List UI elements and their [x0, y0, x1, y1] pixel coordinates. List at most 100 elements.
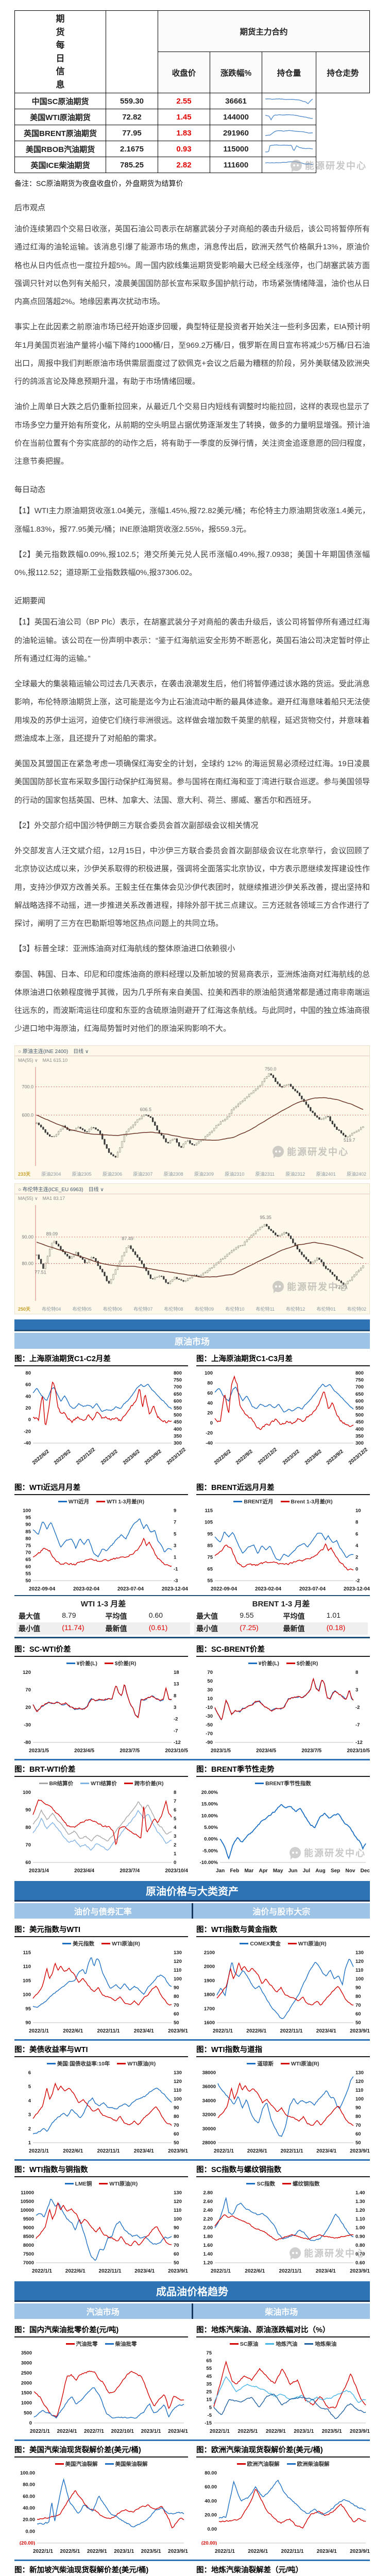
open-interest: 144000 [210, 109, 262, 125]
svg-text:100: 100 [174, 2096, 182, 2102]
ma-label: MA(55) ∨ MA1 83.17 [15, 1194, 369, 1202]
svg-text:50: 50 [207, 1679, 213, 1684]
svg-text:80: 80 [355, 1994, 361, 1999]
subsection-bonds-fx: 油价与债券汇率 [14, 1903, 192, 1919]
svg-text:130: 130 [174, 1950, 182, 1956]
svg-text:3: 3 [28, 2112, 31, 2117]
svg-text:10: 10 [355, 1508, 361, 1514]
svg-text:87.49: 87.49 [122, 1236, 133, 1241]
svg-text:450: 450 [355, 1419, 364, 1425]
svg-text:-7: -7 [174, 1728, 178, 1734]
svg-text:-20: -20 [206, 1430, 213, 1436]
chart-plot: 20.00%15.00%10.00%5.00%0.00%-5.00%-10.00… [196, 1788, 370, 1865]
svg-text:80.00: 80.00 [22, 1261, 33, 1266]
chart-legend: ¥价差(L)$价差(R) [196, 1659, 370, 1667]
svg-text:0.00: 0.00 [208, 2526, 217, 2532]
svg-text:120: 120 [355, 2079, 364, 2084]
svg-text:3000: 3000 [21, 2360, 32, 2366]
legend-swatch [117, 2063, 126, 2064]
svg-text:80: 80 [174, 2234, 179, 2240]
subsection-gasoline: 汽油市场 [14, 2303, 192, 2319]
chart-legend: ¥价差(L)$价差(R) [14, 1659, 188, 1667]
section-title-refined: 成品油价格趋势 [14, 2281, 370, 2302]
chart-title: 图：地炼汽柴油、原油涨跌幅对比（%） [196, 2324, 370, 2337]
svg-text:75: 75 [25, 1543, 31, 1549]
legend-swatch [240, 1943, 248, 1944]
svg-text:110: 110 [174, 2088, 181, 2093]
svg-text:25: 25 [206, 2389, 212, 2395]
svg-text:40.00: 40.00 [205, 2498, 217, 2504]
svg-text:-10.00%: -10.00% [200, 1860, 218, 1865]
svg-text:85: 85 [207, 1543, 213, 1549]
svg-text:110: 110 [174, 2208, 181, 2213]
svg-text:105: 105 [23, 1978, 31, 1984]
svg-text:70: 70 [355, 2003, 361, 2008]
contract-name: 美国RBOB汽油期货 [15, 141, 106, 157]
svg-text:60: 60 [25, 1564, 31, 1569]
chart-title: 图：BRENT近远月月差 [196, 1482, 370, 1495]
change-percent: 1.83 [158, 125, 210, 141]
svg-text:1500: 1500 [21, 2390, 32, 2396]
candle-chart-header[interactable]: ○ 原油主连(INE 2400) 日线 ∨ [18, 1047, 89, 1055]
svg-text:70: 70 [174, 2003, 179, 2008]
chart-title: 图：欧洲汽柴油现货裂解价差(美元/桶) [196, 2444, 370, 2458]
contract-name: 英国BRENT原油期货 [15, 125, 106, 141]
svg-text:-3: -3 [174, 1578, 178, 1583]
legend-swatch [282, 2183, 291, 2184]
svg-text:50: 50 [25, 1578, 31, 1583]
svg-text:1900: 1900 [204, 1978, 215, 1984]
svg-text:90: 90 [25, 1522, 31, 1528]
svg-text:1.20: 1.20 [355, 2208, 365, 2213]
svg-text:7000: 7000 [23, 2260, 34, 2265]
section-refined: 成品油价格趋势 汽油市场 柴油市场 [14, 2281, 370, 2319]
svg-text:0: 0 [174, 1860, 176, 1865]
chart-title: 图：SC指数与螺纹钢指数 [196, 2164, 370, 2177]
legend-swatch [288, 1943, 297, 1944]
candle-chart-header[interactable]: ○ 布伦特主连(ICE_EU 6963) 日线 ∨ [18, 1185, 104, 1193]
legend-swatch [80, 1783, 89, 1784]
svg-text:130: 130 [355, 1950, 364, 1956]
chart-row: 图：新加坡汽柴油现货裂解价差(美元/桶)新加坡柴油裂解新加坡汽油裂解80.006… [14, 2564, 370, 2576]
svg-text:750.0: 750.0 [265, 1066, 277, 1072]
col-oi-trend: 持仓走势 [316, 52, 370, 93]
chart-title: 图：WTI指数与道指 [196, 2044, 370, 2057]
svg-text:80.00: 80.00 [23, 2482, 35, 2487]
svg-text:100: 100 [355, 1976, 364, 1982]
chart-dilian-crack: 图：地炼汽柴油裂解差（元/吨）地炼汽油裂解差地炼柴油裂解差25002000150… [196, 2564, 370, 2576]
svg-text:20.00: 20.00 [23, 2517, 35, 2522]
svg-text:700: 700 [355, 1384, 364, 1390]
svg-text:89.09: 89.09 [46, 1231, 58, 1236]
svg-text:350: 350 [355, 1433, 364, 1439]
svg-text:-2: -2 [174, 1716, 178, 1722]
svg-text:2: 2 [355, 1554, 358, 1560]
svg-text:-12: -12 [355, 1740, 363, 1744]
table-side-label: 期货每日信息 [15, 11, 106, 93]
svg-text:110: 110 [355, 1968, 363, 1973]
svg-text:0: 0 [29, 2420, 32, 2425]
svg-text:110: 110 [174, 1968, 181, 1973]
svg-text:700.0: 700.0 [22, 1084, 33, 1089]
close-price: 72.82 [106, 109, 158, 125]
svg-text:6: 6 [28, 2070, 31, 2076]
svg-text:100: 100 [355, 2096, 364, 2102]
svg-text:80: 80 [25, 1825, 31, 1831]
legend-swatch [96, 1501, 105, 1502]
svg-text:90: 90 [174, 2225, 179, 2231]
futures-main-table: 期货每日信息 期货主力合约 收盘价 涨跌幅% 持仓量 持仓走势 中国SC原油期货… [14, 10, 370, 173]
svg-text:120: 120 [174, 1959, 182, 1964]
svg-text:300: 300 [355, 1440, 364, 1445]
